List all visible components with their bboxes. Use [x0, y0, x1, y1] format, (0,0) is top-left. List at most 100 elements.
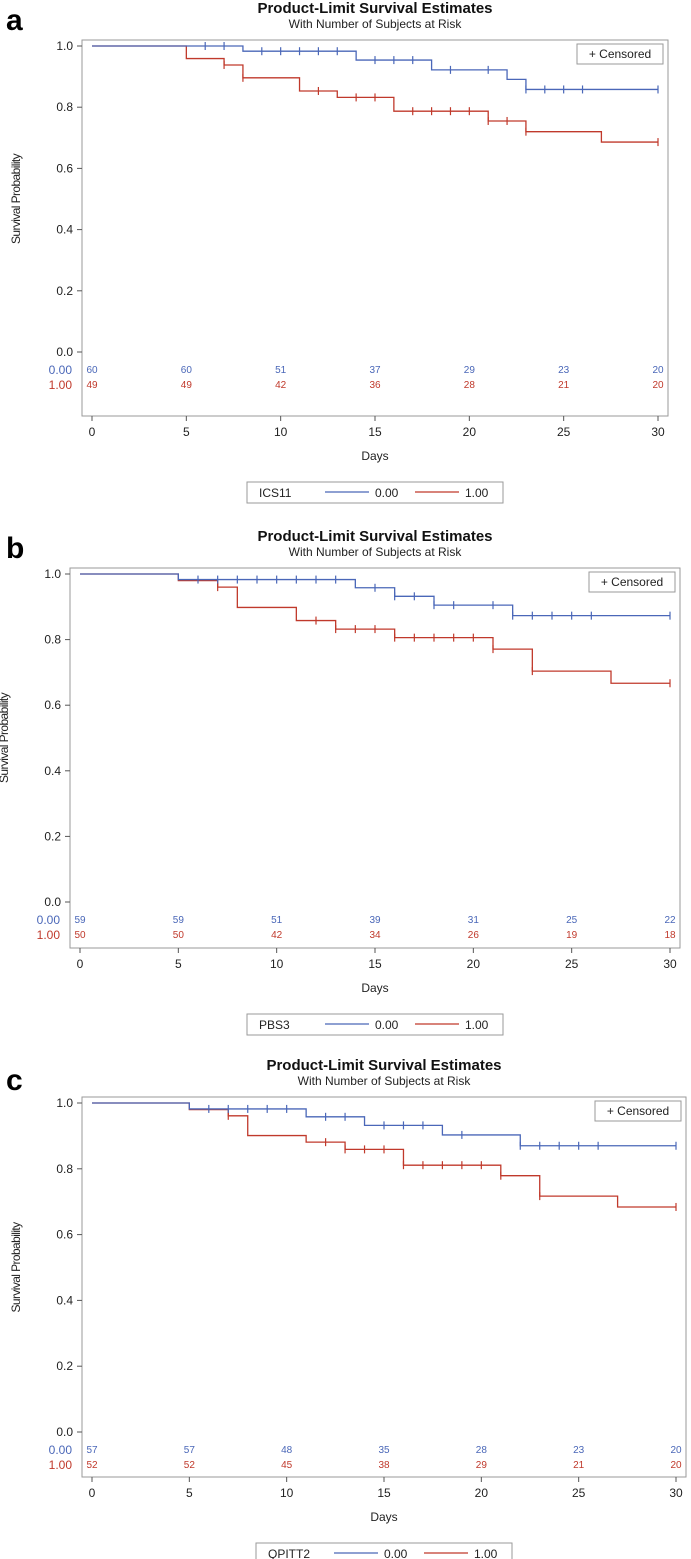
- risk-row-label: 1.00: [49, 378, 73, 392]
- y-tick-label: 0.6: [44, 698, 61, 712]
- at-risk-count: 52: [86, 1460, 98, 1471]
- x-axis-label: Days: [361, 981, 388, 995]
- at-risk-count: 23: [573, 1445, 585, 1456]
- panel-a: a Product-Limit Survival Estimates With N…: [0, 0, 691, 520]
- at-risk-count: 18: [664, 930, 676, 941]
- y-tick-label: 0.4: [56, 223, 73, 237]
- at-risk-count: 28: [476, 1445, 488, 1456]
- x-tick-label: 15: [368, 957, 382, 971]
- at-risk-count: 57: [86, 1445, 98, 1456]
- at-risk-count: 23: [558, 365, 570, 376]
- y-tick-label: 0.2: [56, 284, 73, 298]
- chart-subtitle: With Number of Subjects at Risk: [289, 545, 463, 559]
- y-tick-label: 0.0: [56, 1425, 73, 1439]
- risk-row-label: 0.00: [49, 1443, 73, 1457]
- at-risk-count: 21: [573, 1460, 585, 1471]
- x-tick-label: 10: [270, 957, 284, 971]
- risk-row-label: 0.00: [37, 913, 61, 927]
- x-tick-label: 0: [89, 425, 96, 439]
- y-tick-label: 0.4: [56, 1293, 73, 1307]
- survival-curve-0.00: [80, 573, 670, 617]
- legend-box: [255, 1542, 513, 1559]
- at-risk-count: 57: [184, 1445, 196, 1456]
- y-tick-label: 1.0: [56, 1096, 73, 1110]
- at-risk-count: 59: [173, 915, 185, 926]
- survival-curve-0.00: [92, 1102, 676, 1147]
- at-risk-count: 37: [369, 365, 381, 376]
- panel-c: c Product-Limit Survival Estimates With N…: [0, 1040, 691, 1559]
- risk-row-label: 1.00: [49, 1458, 73, 1472]
- y-tick-label: 0.8: [56, 100, 73, 114]
- x-tick-label: 0: [77, 957, 84, 971]
- x-tick-label: 20: [463, 425, 477, 439]
- at-risk-count: 42: [271, 930, 283, 941]
- legend-entry: 0.00: [375, 1018, 399, 1032]
- at-risk-count: 38: [378, 1460, 390, 1471]
- at-risk-count: 29: [464, 365, 476, 376]
- y-tick-label: 0.2: [56, 1359, 73, 1373]
- chart-title: Product-Limit Survival Estimates: [266, 1057, 501, 1074]
- at-risk-count: 31: [468, 915, 480, 926]
- y-tick-label: 1.0: [56, 39, 73, 53]
- panel-b: b Product-Limit Survival Estimates With N…: [0, 520, 691, 1040]
- x-tick-label: 30: [669, 1486, 683, 1500]
- y-tick-label: 1.0: [44, 567, 61, 581]
- panel-letter: c: [6, 1064, 23, 1097]
- censored-label: + Censored: [607, 1104, 669, 1118]
- legend-title: PBS3: [259, 1018, 290, 1032]
- y-tick-label: 0.8: [56, 1162, 73, 1176]
- y-axis-label: Survival Probability: [0, 692, 11, 783]
- x-tick-label: 15: [377, 1486, 391, 1500]
- plot-frame: [81, 1096, 687, 1478]
- at-risk-count: 29: [476, 1460, 488, 1471]
- panel-letter: b: [6, 532, 25, 565]
- x-tick-label: 15: [368, 425, 382, 439]
- y-tick-label: 0.4: [44, 764, 61, 778]
- y-tick-label: 0.0: [44, 895, 61, 909]
- at-risk-count: 25: [566, 915, 578, 926]
- chart-title: Product-Limit Survival Estimates: [257, 528, 492, 545]
- at-risk-count: 42: [275, 380, 287, 391]
- censored-box: [594, 1100, 682, 1122]
- x-tick-label: 5: [175, 957, 182, 971]
- x-tick-label: 10: [274, 425, 288, 439]
- y-axis-label: Survival Probability: [9, 153, 23, 244]
- legend-box: [246, 481, 504, 504]
- x-tick-label: 5: [186, 1486, 193, 1500]
- x-axis-label: Days: [361, 449, 388, 463]
- at-risk-count: 20: [652, 365, 664, 376]
- legend-entry: 0.00: [384, 1547, 408, 1559]
- at-risk-count: 20: [670, 1445, 682, 1456]
- legend-box: [246, 1013, 504, 1036]
- y-tick-label: 0.2: [44, 829, 61, 843]
- chart-subtitle: With Number of Subjects at Risk: [298, 1074, 472, 1088]
- risk-row-label: 1.00: [37, 928, 61, 942]
- at-risk-count: 35: [378, 1445, 390, 1456]
- x-tick-label: 0: [89, 1486, 96, 1500]
- at-risk-count: 20: [652, 380, 664, 391]
- censored-box: [576, 43, 664, 65]
- at-risk-count: 49: [181, 380, 193, 391]
- legend-title: ICS11: [259, 486, 292, 500]
- legend-entry: 0.00: [375, 486, 399, 500]
- at-risk-count: 50: [173, 930, 185, 941]
- x-axis-label: Days: [370, 1510, 397, 1524]
- risk-row-label: 0.00: [49, 363, 73, 377]
- at-risk-count: 45: [281, 1460, 293, 1471]
- at-risk-count: 48: [281, 1445, 293, 1456]
- x-tick-label: 20: [467, 957, 481, 971]
- at-risk-count: 28: [464, 380, 476, 391]
- x-tick-label: 25: [557, 425, 571, 439]
- legend-entry: 1.00: [474, 1547, 498, 1559]
- at-risk-count: 59: [74, 915, 86, 926]
- at-risk-count: 52: [184, 1460, 196, 1471]
- x-tick-label: 5: [183, 425, 190, 439]
- x-tick-label: 25: [565, 957, 579, 971]
- legend-entry: 1.00: [465, 486, 489, 500]
- at-risk-count: 50: [74, 930, 86, 941]
- censored-label: + Censored: [601, 575, 663, 589]
- at-risk-count: 26: [468, 930, 480, 941]
- y-tick-label: 0.0: [56, 345, 73, 359]
